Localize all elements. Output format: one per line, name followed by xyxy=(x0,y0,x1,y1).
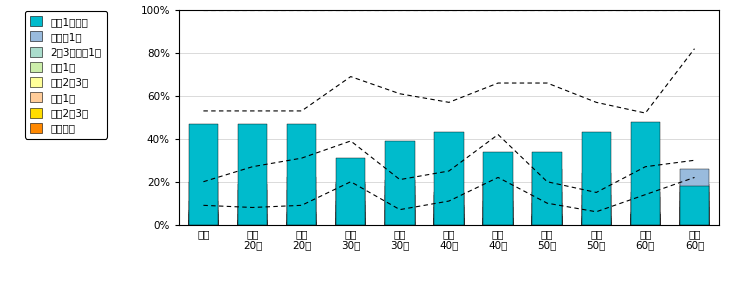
Bar xyxy=(434,195,464,225)
Bar xyxy=(582,216,611,225)
Bar xyxy=(631,212,660,225)
Bar xyxy=(336,212,366,225)
Bar xyxy=(188,220,218,225)
Bar xyxy=(483,152,512,225)
Bar xyxy=(385,210,415,225)
Bar xyxy=(287,177,316,225)
Bar xyxy=(434,207,464,225)
Legend: 年に1回以下, 半年に1回, 2～3カ月に1回, 月に1回, 月に2～3回, 週に1回, 週に2～3回, ほぼ毎日: 年に1回以下, 半年に1回, 2～3カ月に1回, 月に1回, 月に2～3回, 週… xyxy=(25,11,107,139)
Bar xyxy=(188,210,218,225)
Bar xyxy=(188,220,218,225)
Bar xyxy=(434,218,464,225)
Bar xyxy=(238,124,267,225)
Bar xyxy=(631,192,660,225)
Bar xyxy=(532,169,562,225)
Bar xyxy=(336,205,366,225)
Bar xyxy=(434,205,464,225)
Bar xyxy=(238,220,267,225)
Bar xyxy=(483,223,512,225)
Bar xyxy=(582,223,611,225)
Bar xyxy=(385,223,415,225)
Bar xyxy=(336,223,366,225)
Bar xyxy=(532,192,562,225)
Bar xyxy=(188,182,218,225)
Bar xyxy=(385,180,415,225)
Bar xyxy=(532,216,562,225)
Bar xyxy=(238,220,267,225)
Bar xyxy=(238,190,267,225)
Bar xyxy=(336,184,366,225)
Bar xyxy=(631,122,660,225)
Bar xyxy=(385,141,415,225)
Bar xyxy=(336,158,366,225)
Bar xyxy=(238,223,267,225)
Bar xyxy=(483,218,512,225)
Bar xyxy=(287,190,316,225)
Bar xyxy=(238,184,267,225)
Bar xyxy=(188,212,218,225)
Bar xyxy=(582,218,611,225)
Bar xyxy=(434,192,464,225)
Bar xyxy=(532,214,562,225)
Bar xyxy=(336,201,366,225)
Bar xyxy=(385,186,415,225)
Bar xyxy=(287,223,316,225)
Bar xyxy=(582,205,611,225)
Bar xyxy=(434,132,464,225)
Bar xyxy=(483,207,512,225)
Bar xyxy=(287,220,316,225)
Bar xyxy=(582,220,611,225)
Bar xyxy=(680,169,710,225)
Bar xyxy=(532,216,562,225)
Bar xyxy=(287,223,316,225)
Bar xyxy=(680,192,710,225)
Bar xyxy=(238,207,267,225)
Bar xyxy=(483,201,512,225)
Bar xyxy=(680,207,710,225)
Bar xyxy=(631,214,660,225)
Bar xyxy=(483,182,512,225)
Bar xyxy=(385,195,415,225)
Bar xyxy=(336,218,366,225)
Bar xyxy=(582,132,611,225)
Bar xyxy=(287,214,316,225)
Bar xyxy=(434,214,464,225)
Bar xyxy=(631,214,660,225)
Bar xyxy=(188,214,218,225)
Bar xyxy=(582,195,611,225)
Bar xyxy=(238,214,267,225)
Bar xyxy=(680,186,710,225)
Bar xyxy=(483,182,512,225)
Bar xyxy=(483,218,512,225)
Bar xyxy=(631,197,660,225)
Bar xyxy=(680,223,710,225)
Bar xyxy=(532,203,562,225)
Bar xyxy=(287,212,316,225)
Bar xyxy=(680,201,710,225)
Bar xyxy=(188,124,218,225)
Bar xyxy=(582,173,611,225)
Bar xyxy=(680,220,710,225)
Bar xyxy=(434,218,464,225)
Bar xyxy=(680,184,710,225)
Bar xyxy=(336,182,366,225)
Bar xyxy=(631,218,660,225)
Bar xyxy=(532,152,562,225)
Bar xyxy=(532,220,562,225)
Bar xyxy=(287,124,316,225)
Bar xyxy=(631,214,660,225)
Bar xyxy=(188,201,218,225)
